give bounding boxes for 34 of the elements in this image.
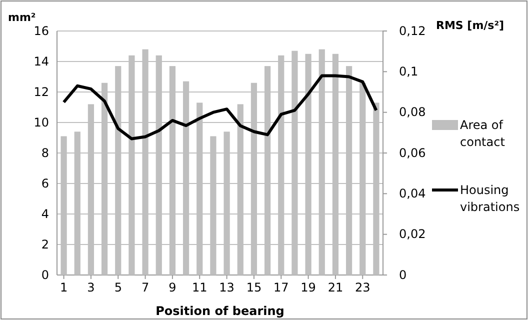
x-tick-label: 21 [328,280,344,295]
y-tick-label: 8 [41,146,49,160]
x-tick-label: 17 [273,280,289,295]
x-axis-title: Position of bearing [156,304,284,318]
x-tick-label: 5 [114,280,122,295]
y2-tick-label: 0,12 [399,24,426,38]
x-tick-label: 15 [246,280,262,295]
x-tick-label: 3 [87,280,95,295]
legend-label: Area of contact [460,118,506,149]
y-tick-label: 6 [41,176,49,190]
y2-tick-label: 0,02 [399,227,426,242]
y-axis-title: mm² [8,11,36,24]
x-tick-label: 19 [300,280,316,295]
y2-tick-label: 0,08 [399,105,426,120]
y-tick-label: 0 [41,268,49,282]
x-tick-label: 13 [219,280,234,295]
y-tick-label: 10 [34,115,49,130]
x-tick-label: 1 [60,280,68,295]
y-tick-label: 4 [41,206,49,221]
y-tick-label: 2 [41,237,49,252]
y2-tick-label: 0,1 [399,64,418,79]
y2-tick-label: 0 [399,268,407,282]
x-tick-label: 9 [168,280,176,295]
y-tick-label: 12 [34,84,49,99]
x-tick-label: 11 [192,280,208,295]
x-tick-label: 23 [354,280,370,295]
y-tick-label: 14 [34,54,49,68]
legend-label: Housing vibrations [460,183,520,214]
y2-tick-label: 0,06 [399,146,426,160]
x-tick-label: 7 [141,280,150,295]
line-series [62,74,378,140]
y2-tick-label: 0,04 [399,186,426,201]
y2-axis-title: RMS [m/s²] [436,19,504,32]
y-tick-label: 16 [34,24,49,38]
